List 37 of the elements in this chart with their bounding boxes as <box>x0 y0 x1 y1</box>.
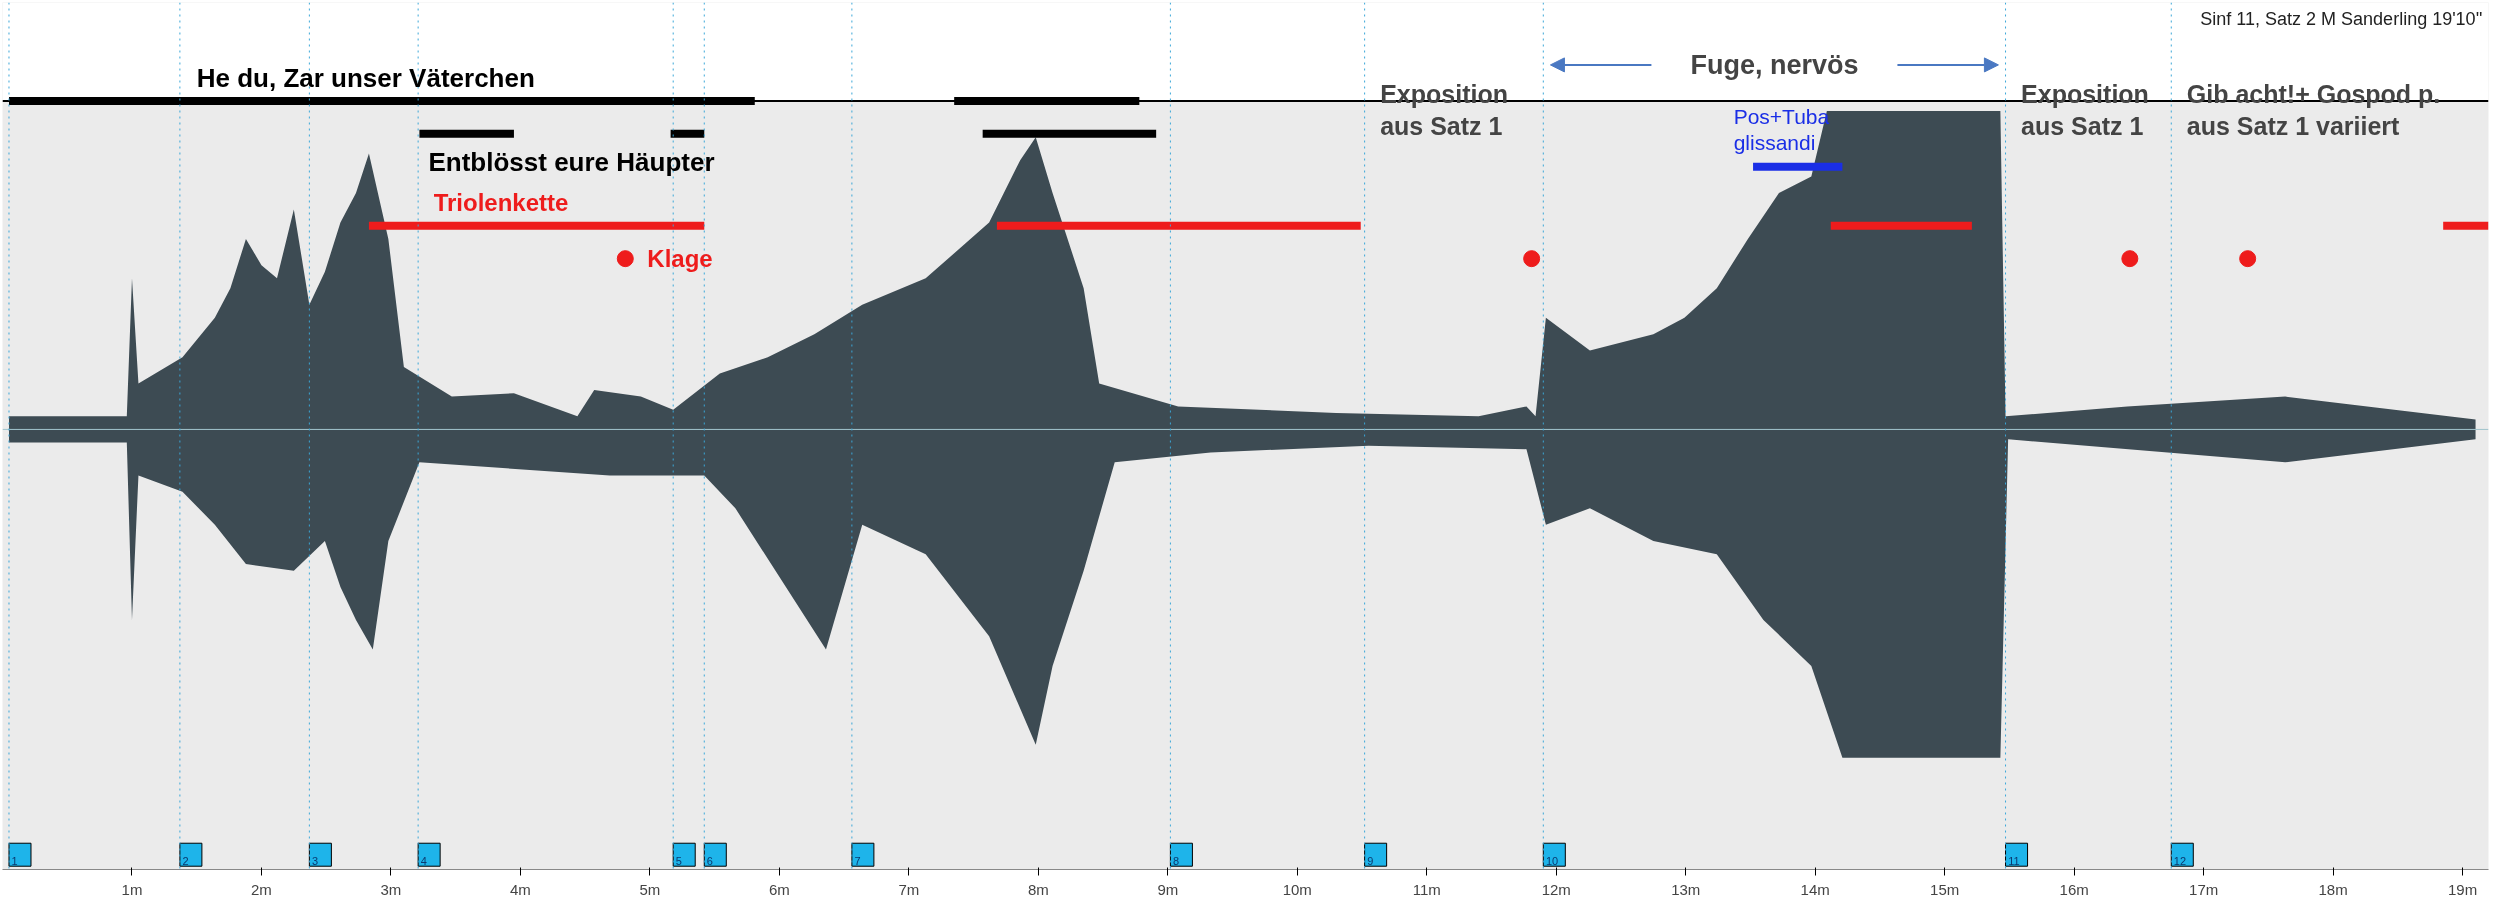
text: Fuge, nervös <box>1690 49 1859 80</box>
annotation: 5 <box>675 854 682 867</box>
chart-title: Sinf 11, Satz 2 M Sanderling 19'10'' <box>2200 8 2483 29</box>
x-tick-label: 12m <box>1541 880 1571 898</box>
x-tick-label: 19m <box>2448 880 2478 898</box>
x-tick-label: 7m <box>898 880 920 898</box>
x-tick-label: 14m <box>1800 880 1830 898</box>
x-tick-label: 10m <box>1282 880 1312 898</box>
annotation: 1 <box>11 854 18 867</box>
annotation: 11 <box>2008 854 2020 867</box>
series-label: Klage <box>647 245 713 273</box>
annotation: 2 <box>182 854 189 867</box>
series-label: Entblösst eure Häupter <box>428 147 715 177</box>
annotation: 6 <box>706 854 713 867</box>
x-tick-label: 2m <box>251 880 272 898</box>
x-tick-label: 13m <box>1671 880 1701 898</box>
x-tick-label: 3m <box>380 880 402 898</box>
x-tick-label: 8m <box>1027 880 1049 898</box>
x-tick-label: 9m <box>1157 880 1179 898</box>
annotation: 4 <box>420 854 427 867</box>
x-tick-label: 18m <box>2318 880 2348 898</box>
annotation: 3 <box>311 854 319 867</box>
x-tick-label: 4m <box>510 880 531 898</box>
x-tick-label: 16m <box>2059 880 2089 898</box>
series-label: He du, Zar unser Väterchen <box>196 62 535 93</box>
annotation: 7 <box>854 854 861 867</box>
annotation: 9 <box>1367 854 1374 867</box>
x-tick-label: 6m <box>768 880 790 898</box>
x-tick-label: 5m <box>639 880 661 898</box>
x-tick-label: 15m <box>1930 880 1960 898</box>
annotation: 12 <box>2173 854 2187 867</box>
series-label: Triolenkette <box>433 188 569 216</box>
annotation: 10 <box>1545 854 1559 867</box>
x-tick-label: 17m <box>2189 880 2219 898</box>
x-tick-label: 1m <box>121 880 143 898</box>
x-tick-label: 11m <box>1412 880 1441 898</box>
annotation: 8 <box>1172 854 1180 867</box>
